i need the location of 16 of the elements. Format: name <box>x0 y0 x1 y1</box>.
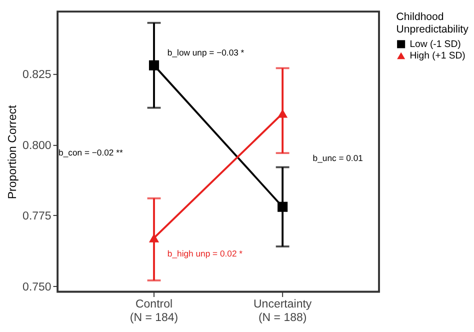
y-tick-label: 0.825 <box>22 69 52 82</box>
x-tick-label: Uncertainty (N = 188) <box>253 298 312 324</box>
legend-label: High (+1 SD) <box>410 50 466 62</box>
y-tick-label: 0.800 <box>22 140 52 152</box>
x-tick-label: Control (N = 184) <box>130 298 178 324</box>
y-tick-label: 0.775 <box>22 210 52 223</box>
y-tick-label: 0.750 <box>22 281 52 294</box>
legend-label: Low (-1 SD) <box>410 39 461 50</box>
legend-title: Childhood Unpredictability <box>396 11 470 36</box>
annotation: b_unc = 0.01 <box>312 153 364 164</box>
annotation: b_con = −0.02 ** <box>58 147 124 158</box>
point <box>148 60 160 70</box>
y-axis-title: Proportion Correct <box>6 104 19 200</box>
point <box>278 202 288 212</box>
annotation: b_high unp = 0.02 * <box>167 248 244 258</box>
annotation: b_low unp = −0.03 * <box>167 47 245 58</box>
